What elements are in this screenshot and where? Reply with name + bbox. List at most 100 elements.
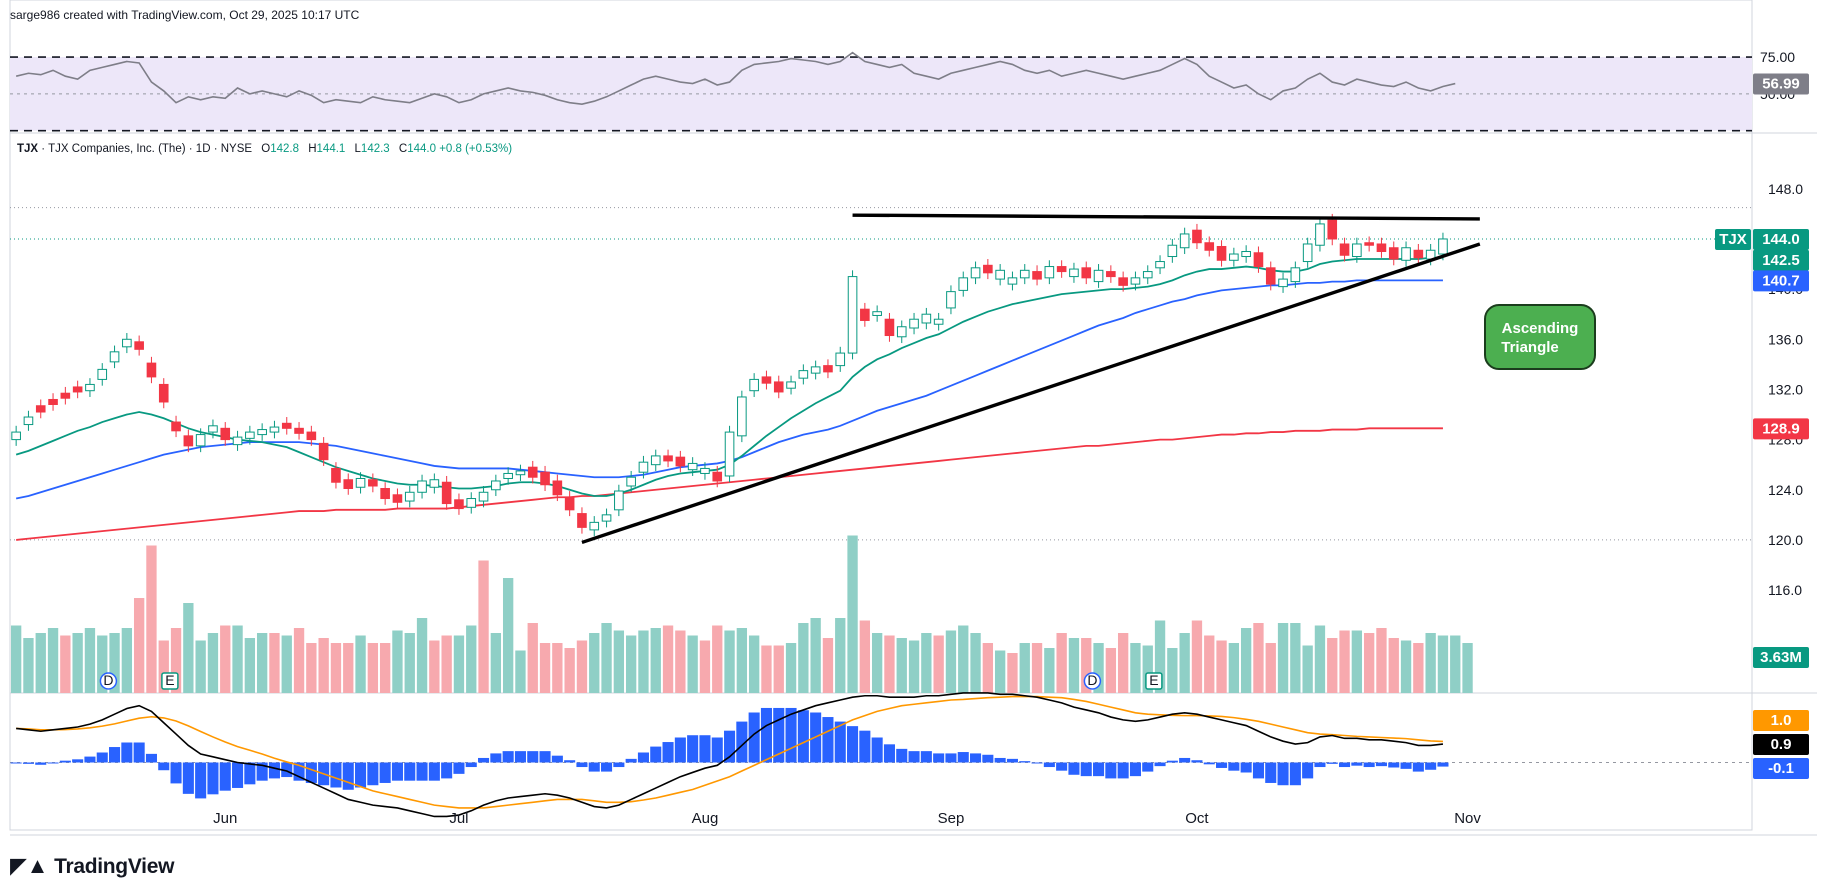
candle-body [171,421,181,432]
candle-body [11,431,21,441]
macd-histogram-bar [724,730,736,763]
candle-body [1278,278,1288,288]
volume-bar [822,638,834,693]
macd-histogram-bar [22,762,34,764]
candle-body [1019,269,1030,279]
sma50-price-tag [1753,270,1809,292]
volume-bar [281,635,292,693]
volume-bar [1437,635,1449,693]
volume-bar [835,618,846,693]
candle-body [540,471,550,486]
volume-bar [158,640,169,693]
candle-body [823,365,833,373]
macd-histogram-bar [625,758,637,763]
volume-bar [379,643,391,693]
sma50-price-tag-label: 140.7 [1762,272,1800,289]
candle-body [638,461,649,473]
candle-body [1032,271,1042,280]
macd-histogram-bar [453,762,465,774]
candle-body [355,477,366,488]
price-tick-label: 124.0 [1768,482,1803,498]
tradingview-logo[interactable]: ◤▲ TradingView [10,853,174,879]
macd-histogram-bar [1129,762,1141,777]
candle-body [1253,252,1264,268]
macd-histogram-bar [847,726,859,763]
macd-histogram-bar [834,721,846,763]
candle-body [491,480,501,491]
macd-histogram-bar [564,760,576,763]
event-marker-label: E [165,672,174,688]
macd-histogram-bar [933,753,945,763]
candle-body [60,392,71,399]
price-tick-label: 136.0 [1768,331,1803,347]
macd-histogram-bar [465,762,477,768]
volume-bar [35,633,46,693]
volume-bar [785,643,797,693]
volume-bar [60,635,71,693]
macd-histogram-bar [1425,762,1437,770]
candle-body [1401,247,1411,261]
candle-body [380,488,390,500]
time-axis-label: Jul [449,810,468,827]
candle-body [429,479,440,488]
macd-histogram-bar [416,762,428,781]
candle-body [1179,233,1190,249]
macd-histogram-bar [72,759,84,763]
macd-histogram-bar [121,742,133,763]
volume-bar [1216,640,1227,693]
volume-bar [220,625,231,693]
volume-bar [1179,633,1190,693]
volume-bar [1191,620,1203,693]
volume-bar [736,628,748,693]
candle-body [995,269,1005,280]
event-marker-label: E [1149,672,1158,688]
macd-histogram-bar [1043,762,1055,768]
macd-histogram-bar [1105,762,1117,779]
macd-histogram-bar [1068,762,1080,775]
macd-histogram-bar [1289,762,1301,786]
candle-body [1388,247,1399,260]
volume-bar [564,648,575,693]
macd-histogram-bar [908,751,920,763]
macd-histogram-bar [293,762,305,781]
volume-bar [539,643,551,693]
candle-body [48,398,58,405]
candle-body [946,291,956,309]
volume-value-label: 3.63M [1760,649,1802,666]
candle-body [1327,219,1338,240]
price-tick-label: 116.0 [1768,582,1802,598]
volume-bar [195,640,206,693]
candle-body [786,381,796,389]
volume-bar [170,628,182,693]
symbol-legend[interactable]: TJX · TJX Companies, Inc. (The) · 1D · N… [17,143,512,155]
volume-bar [1302,645,1313,693]
volume-bar [1351,630,1363,693]
candle-body [441,481,452,505]
candle-body [700,467,710,474]
volume-bar [1400,640,1412,693]
macd-histogram-bar [687,735,699,763]
macd-histogram-bar [527,751,539,763]
candle-body [798,370,809,379]
volume-bar [1327,638,1338,693]
macd-histogram-bar [822,717,834,763]
candle-body [195,434,206,447]
macd-value-label: -0.1 [1768,760,1794,777]
volume-bar [1056,633,1067,693]
candle-body [1155,261,1165,269]
macd-histogram-bar [145,753,157,763]
volume-bar [1117,633,1129,693]
earnings-icon [1145,672,1163,690]
legend-change: +0.8 (+0.53%) [439,143,513,155]
volume-bar [466,625,477,693]
symbol-price-tag-label: TJX [1719,231,1747,248]
volume-bar [1376,628,1387,693]
macd-histogram-bar [219,762,231,791]
macd-histogram-bar [1302,762,1314,779]
macd-histogram-bar [379,762,391,783]
candle-body [478,491,489,502]
macd-histogram-bar [957,752,969,763]
candle-body [958,277,969,291]
price-tick-label: 120.0 [1768,532,1803,548]
